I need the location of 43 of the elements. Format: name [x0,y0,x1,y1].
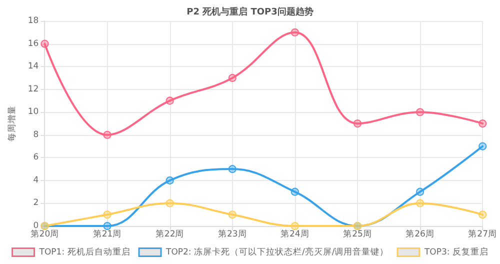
x-tick-label: 第21周 [92,228,122,240]
y-tick-label: 8 [33,130,39,140]
y-tick-label: 4 [33,175,39,186]
y-tick-label: 12 [28,84,39,94]
legend-label: TOP2: 冻屏卡死（可以下拉状态栏/亮灭屏/调用音量键） [165,246,389,258]
x-tick-label: 第27周 [468,228,498,240]
y-tick-label: 16 [28,38,39,49]
point [166,96,174,105]
point [478,142,487,150]
point [478,210,487,219]
point [353,120,362,128]
legend-label: TOP3: 反复重启 [423,246,488,258]
point [290,222,299,230]
point [416,188,424,196]
legend-label: TOP1: 死机后自动重启 [38,246,130,258]
y-tick-label: 6 [33,152,39,163]
x-tick-label: 第26周 [406,228,434,240]
x-tick-label: 第23周 [218,228,247,240]
point [103,130,112,139]
point [103,210,112,219]
point [478,120,487,128]
point [228,210,236,219]
chart-title: P2 死机与重启 TOP3问题趋势 [186,6,314,18]
point [166,199,174,208]
point [290,28,299,36]
point [228,165,236,174]
x-tick-label: 第20周 [30,228,60,240]
y-tick-label: 2 [33,198,39,208]
point [416,199,424,208]
point [416,108,424,116]
x-tick-label: 第25周 [343,228,372,240]
y-tick-label: 18 [28,16,39,26]
y-tick-label: 0 [33,221,39,231]
x-tick-label: 第22周 [155,228,184,240]
x-tick-label: 第24周 [280,228,310,240]
point [228,74,236,82]
y-tick-label: 14 [28,62,39,72]
point [166,176,174,184]
y-axis-title: 每周增量 [6,106,18,142]
point [103,222,112,230]
y-tick-label: 10 [28,107,39,118]
point [290,188,299,196]
point [40,40,49,48]
